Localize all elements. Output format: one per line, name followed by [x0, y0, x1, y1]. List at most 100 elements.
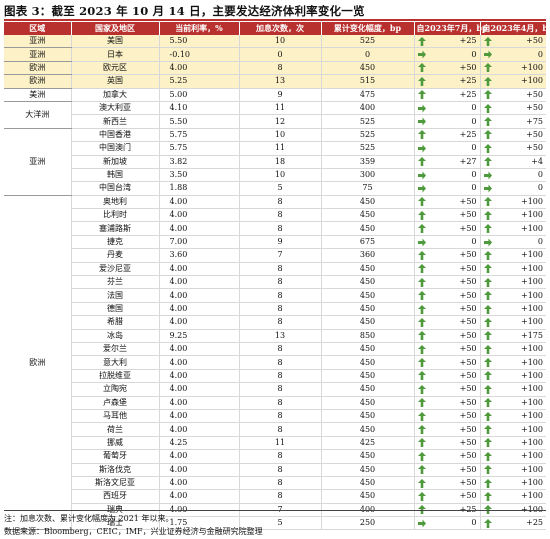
cumulative-cell: 850: [320, 329, 414, 343]
table-row: 丹麦 3.60 7 360 +50 +100: [4, 248, 546, 263]
since-apr-cell: +100: [479, 342, 546, 357]
up-arrow-icon: [483, 210, 492, 220]
cumulative-cell: 450: [320, 476, 414, 491]
country-cell: 立陶宛: [70, 382, 159, 397]
change-value: +4: [531, 156, 543, 166]
rate-cell: 3.82: [158, 155, 239, 169]
since-jul-cell: +25: [413, 128, 480, 143]
since-jul-cell: +50: [413, 315, 480, 330]
table-row: 美洲 加拿大 5.00 9 475 +25 +50: [4, 88, 546, 102]
up-arrow-icon: [417, 478, 426, 488]
change-value: +175: [521, 330, 543, 340]
table-row: 新西兰 5.50 12 525 0 +75: [4, 114, 546, 129]
up-arrow-icon: [483, 143, 492, 153]
since-jul-cell: +50: [413, 409, 480, 424]
since-jul-cell: +50: [413, 422, 480, 437]
rate-cell: 4.00: [158, 396, 239, 410]
table-row: 欧洲 奥地利 4.00 8 450 +50 +100: [4, 195, 546, 531]
country-cell: 葡萄牙: [70, 449, 159, 464]
change-value: +100: [521, 451, 543, 461]
since-apr-cell: +100: [479, 262, 546, 277]
change-value: +100: [521, 478, 543, 488]
up-arrow-icon: [417, 90, 426, 100]
hikes-cell: 8: [238, 208, 321, 223]
rate-cell: 4.00: [158, 463, 239, 477]
hikes-cell: 8: [238, 369, 321, 384]
table-row: 斯洛文尼亚 4.00 8 450 +50 +100: [4, 476, 546, 491]
since-jul-cell: +50: [413, 275, 480, 290]
change-value: +50: [459, 384, 477, 394]
hikes-cell: 8: [238, 382, 321, 397]
header-rate: 当前利率，%: [158, 22, 239, 35]
up-arrow-icon: [417, 331, 426, 341]
change-value: +100: [521, 76, 543, 86]
table-row: 瑞士 1.75 5 250 0 +25: [4, 516, 546, 531]
since-jul-cell: 0: [413, 114, 480, 129]
up-arrow-icon: [483, 130, 492, 140]
country-cell: 西班牙: [70, 489, 159, 504]
header-country: 国家及地区: [70, 22, 159, 35]
cumulative-cell: 450: [320, 262, 414, 277]
region-cell: 美洲: [4, 88, 72, 102]
hikes-cell: 8: [238, 355, 321, 370]
since-apr-cell: +100: [479, 476, 546, 491]
up-arrow-icon: [417, 438, 426, 448]
rate-cell: 5.25: [158, 74, 239, 89]
up-arrow-icon: [483, 250, 492, 260]
region-cell: 欧洲: [4, 61, 72, 76]
since-apr-cell: +100: [479, 436, 546, 451]
since-apr-cell: +4: [479, 155, 546, 169]
since-apr-cell: +100: [479, 489, 546, 504]
footer-rule: [4, 510, 546, 511]
hikes-cell: 8: [238, 396, 321, 410]
table-row: 亚洲 日本 -0.10 0 0 0 0: [4, 47, 546, 62]
since-apr-cell: 0: [479, 47, 546, 62]
table-row: 法国 4.00 8 450 +50 +100: [4, 288, 546, 303]
table-row: 马耳他 4.00 8 450 +50 +100: [4, 409, 546, 424]
change-value: +25: [460, 504, 477, 516]
change-value: +50: [459, 491, 477, 501]
up-arrow-icon: [417, 491, 426, 501]
change-value: +50: [526, 89, 543, 99]
since-jul-cell: +50: [413, 396, 480, 410]
up-arrow-icon: [483, 465, 492, 475]
table-note: 注：加息次数、累计变化幅度为 2021 年以来。: [4, 514, 174, 523]
change-value: +100: [521, 290, 543, 300]
table-row: 芬兰 4.00 8 450 +50 +100: [4, 275, 546, 290]
up-arrow-icon: [417, 398, 426, 408]
since-apr-cell: 0: [479, 168, 546, 183]
right-arrow-icon: [483, 184, 492, 193]
up-arrow-icon: [483, 197, 492, 207]
rate-cell: 4.00: [158, 449, 239, 464]
change-value: +50: [459, 357, 477, 367]
table-body: 亚洲 美国 5.50 10 525 +25 +50 亚洲 日本 -0.10 0 0 0 0 欧洲 欧元区 4.0…: [4, 35, 546, 531]
hikes-cell: 8: [238, 409, 321, 424]
up-arrow-icon: [483, 291, 492, 301]
rate-cell: 4.00: [158, 208, 239, 223]
rate-table: 区域 国家及地区 当前利率，% 加息次数，次 累计变化幅度，bp 自2023年7…: [4, 22, 550, 531]
country-cell: 斯洛伐克: [70, 463, 159, 477]
up-arrow-icon: [417, 76, 426, 86]
hikes-cell: 10: [238, 128, 321, 143]
cumulative-cell: 425: [320, 436, 414, 451]
up-arrow-icon: [417, 197, 426, 207]
cumulative-cell: 525: [320, 128, 414, 143]
rate-cell: 4.00: [158, 422, 239, 437]
since-jul-cell: +50: [413, 302, 480, 317]
country-cell: 比利时: [70, 208, 159, 223]
cumulative-cell: 450: [320, 208, 414, 223]
up-arrow-icon: [417, 291, 426, 301]
since-apr-cell: +100: [479, 369, 546, 384]
table-row: 拉脱维亚 4.00 8 450 +50 +100: [4, 369, 546, 384]
since-apr-cell: +100: [479, 208, 546, 223]
change-value: +50: [526, 103, 543, 113]
region-cell: 亚洲: [4, 35, 72, 49]
change-value: +50: [459, 411, 477, 421]
rate-cell: 4.00: [158, 302, 239, 317]
rate-cell: 1.88: [158, 181, 239, 196]
change-value: +50: [459, 370, 477, 380]
right-arrow-icon: [417, 117, 426, 126]
change-value: +100: [521, 504, 543, 516]
table-header-row: 区域 国家及地区 当前利率，% 加息次数，次 累计变化幅度，bp 自2023年7…: [4, 22, 550, 35]
change-value: +100: [521, 277, 543, 287]
